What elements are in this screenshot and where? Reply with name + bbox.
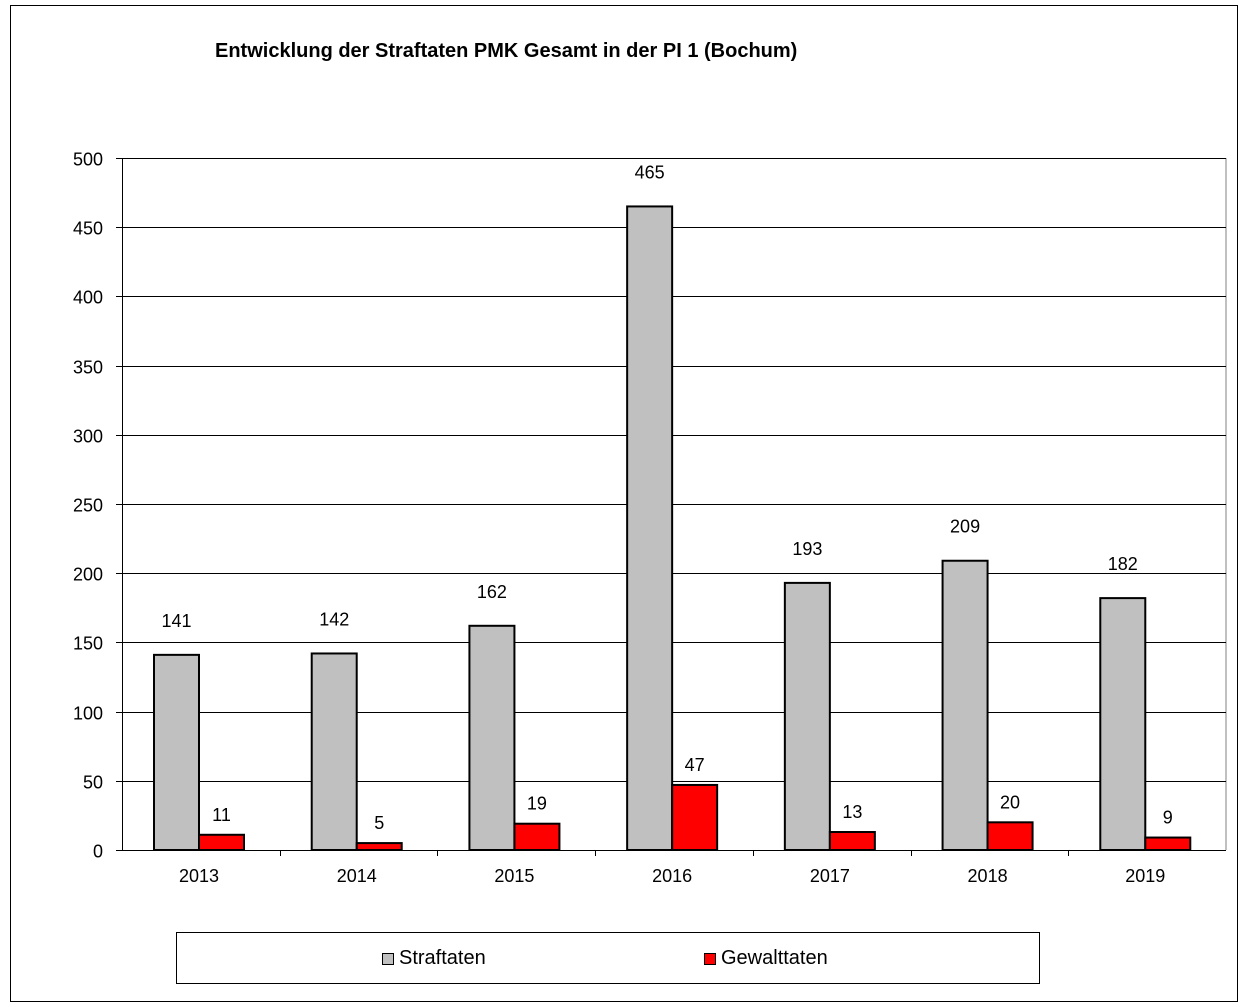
y-tick-label: 500 <box>73 150 103 170</box>
x-tick-label: 2017 <box>810 866 850 886</box>
bar-gewalttaten-2019 <box>1144 836 1192 852</box>
data-label-gewalttaten-2018: 20 <box>1000 792 1020 812</box>
chart-title: Entwicklung der Straftaten PMK Gesamt in… <box>215 40 798 62</box>
y-tick-label: 100 <box>73 704 103 724</box>
legend-swatch-gewalttaten <box>704 952 716 965</box>
y-tick-label: 350 <box>73 358 103 378</box>
y-tick-label: 450 <box>73 219 103 239</box>
x-tick-label: 2014 <box>337 866 377 886</box>
legend-item-straftaten: Straftaten <box>382 947 486 970</box>
y-tick-label: 250 <box>73 496 103 516</box>
data-label-straftaten-2015: 162 <box>477 582 507 602</box>
data-label-gewalttaten-2015: 19 <box>527 794 547 814</box>
data-label-gewalttaten-2013: 11 <box>212 805 231 825</box>
bar-straftaten-2014 <box>310 652 358 851</box>
legend-item-gewalttaten: Gewalttaten <box>704 947 828 970</box>
chart-plot: 0501001502002503003504004505001411120131… <box>73 150 1227 886</box>
bar-gewalttaten-2013 <box>198 833 245 852</box>
y-tick-label: 400 <box>73 288 103 308</box>
data-label-gewalttaten-2019: 9 <box>1163 808 1173 828</box>
bar-gewalttaten-2014 <box>355 842 403 852</box>
bar-gewalttaten-2017 <box>828 831 876 851</box>
data-label-straftaten-2019: 182 <box>1108 554 1138 574</box>
legend-swatch-straftaten <box>382 952 394 965</box>
data-label-straftaten-2017: 193 <box>792 539 822 559</box>
data-label-straftaten-2013: 141 <box>161 611 191 631</box>
data-label-straftaten-2016: 465 <box>635 162 665 182</box>
x-tick-label: 2016 <box>652 866 692 886</box>
bar-gewalttaten-2018 <box>986 821 1034 852</box>
bar-straftaten-2018 <box>941 559 989 852</box>
y-tick-label: 150 <box>73 634 103 654</box>
data-label-gewalttaten-2017: 13 <box>842 802 862 822</box>
data-label-straftaten-2018: 209 <box>950 517 980 537</box>
legend-label-straftaten: Straftaten <box>399 947 486 969</box>
bar-straftaten-2019 <box>1099 597 1147 851</box>
data-label-gewalttaten-2014: 5 <box>374 813 384 833</box>
chart-legend: Straftaten Gewalttaten <box>176 932 1040 984</box>
bar-straftaten-2013 <box>153 653 200 852</box>
bar-straftaten-2016 <box>626 205 674 851</box>
y-tick-label: 300 <box>73 427 103 447</box>
x-tick-label: 2018 <box>968 866 1008 886</box>
legend-label-gewalttaten: Gewalttaten <box>721 947 828 969</box>
y-tick-label: 50 <box>83 773 103 793</box>
bar-straftaten-2017 <box>783 581 831 851</box>
x-tick-label: 2019 <box>1125 866 1165 886</box>
data-label-straftaten-2014: 142 <box>319 609 349 629</box>
x-tick-label: 2015 <box>494 866 534 886</box>
y-tick-label: 200 <box>73 565 103 585</box>
y-tick-label: 0 <box>93 842 103 862</box>
bar-gewalttaten-2015 <box>513 822 561 851</box>
x-tick-label: 2013 <box>179 866 219 886</box>
data-label-gewalttaten-2016: 47 <box>685 755 705 775</box>
bar-straftaten-2015 <box>468 624 516 851</box>
bar-gewalttaten-2016 <box>671 783 719 852</box>
